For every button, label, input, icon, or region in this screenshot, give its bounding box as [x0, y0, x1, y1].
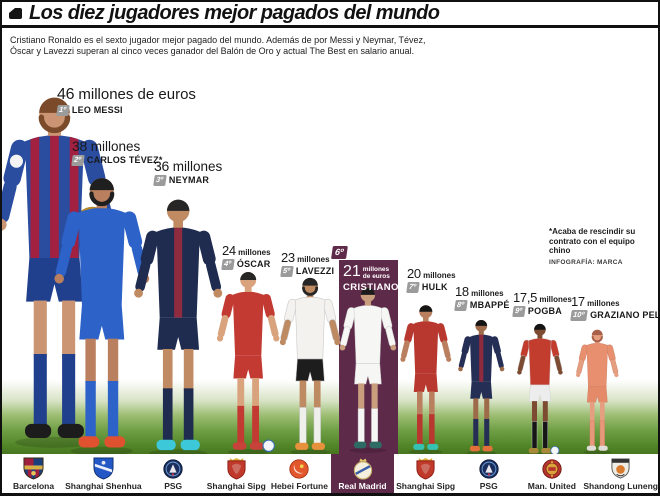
salary-value: 46 millones de euros: [57, 86, 196, 103]
rank-badge: 8º: [454, 300, 468, 311]
rank-badge: 7º: [406, 282, 420, 293]
realmadrid-crest-icon: [352, 456, 374, 480]
club-name: PSG: [479, 481, 498, 491]
salary-value: 38 millones: [72, 138, 141, 154]
club-name: Shanghai Shenhua: [65, 481, 142, 491]
player-name: LEO MESSI: [71, 105, 123, 116]
player-figure-tevez: [50, 172, 154, 457]
subtitle: Cristiano Ronaldo es el sexto jugador me…: [10, 35, 426, 56]
club-name: Shanghai Sipg: [396, 481, 456, 491]
club-name: PSG: [164, 481, 183, 491]
club-name: Barcelona: [13, 481, 55, 491]
salary-label-pogba: 17,5 millones 9º POGBA: [512, 290, 572, 317]
luneng-crest-icon: [610, 456, 631, 480]
infographic-credit: INFOGRAFÍA: MARCA: [549, 258, 623, 266]
psg-crest-icon: [478, 456, 500, 480]
club-name: Shandong Luneng: [583, 481, 658, 491]
player-name: MBAPPÉ: [469, 300, 510, 311]
header: Los diez jugadores mejor pagados del mun…: [2, 2, 658, 28]
rank-badge: 9º: [512, 306, 526, 317]
club-name: Real Madrid: [338, 481, 387, 491]
club-cell-shandong-luneng: Shandong Luneng: [583, 454, 658, 493]
salary-label-mbappe: 18 millones 8º MBAPPÉ: [454, 284, 510, 311]
player-figure-pogba: [515, 321, 565, 458]
salary-value: 23 millones: [281, 250, 330, 265]
player-name: HULK: [421, 282, 448, 293]
player-name-cristiano: CRISTIANO: [343, 282, 399, 293]
salary-value: 17 millones: [571, 294, 620, 309]
barcelona-crest-icon: [23, 456, 44, 480]
club-cell-shanghai-shenhua: Shanghai Shenhua: [65, 454, 142, 493]
footnote: *Acaba de rescindir su contrato con el e…: [549, 227, 657, 266]
club-name: Hebei Fortune: [270, 481, 328, 491]
club-cell-shanghai-sipg: Shanghai Sipg: [394, 454, 457, 493]
club-cell-barcelona: Barcelona: [2, 454, 65, 493]
player-figure-hulk: [398, 302, 454, 455]
club-cell-hebei-fortune: Hebei Fortune: [268, 454, 331, 493]
shenhua-crest-icon: [93, 456, 114, 480]
marca-bullet-icon: [9, 8, 22, 19]
player-name: POGBA: [527, 306, 562, 317]
salary-label-neymar: 36 millones 3º NEYMAR: [153, 158, 223, 186]
rank-badge: 4º: [221, 259, 235, 270]
footnote-text: *Acaba de rescindir su contrato con el e…: [549, 227, 636, 255]
sipg-crest-icon: [415, 456, 436, 480]
player-name: ÓSCAR: [236, 259, 271, 270]
club-band: Barcelona Shanghai Shenhua PSG Shanghai Sip…: [2, 454, 658, 493]
salary-value: 20 millones: [407, 266, 456, 281]
player-name: GRAZIANO PELLÈ: [590, 310, 660, 321]
club-cell-shanghai-sipg: Shanghai Sipg: [205, 454, 268, 493]
salary-label-messi: 46 millones de euros 1º LEO MESSI: [56, 86, 196, 116]
salary-label-oscar: 24 millones 4º ÓSCAR: [221, 243, 271, 270]
cristiano-salary-label: 6º 21 millones de euros CRISTIANO: [331, 246, 399, 293]
club-name: Man. United: [527, 481, 576, 491]
hebei-crest-icon: [288, 456, 310, 480]
salary-value: 18 millones: [455, 284, 504, 299]
salary-value: 36 millones: [154, 158, 223, 174]
rank-badge: 2º: [71, 155, 85, 166]
player-figure-oscar: [214, 268, 282, 456]
player-figure-mbappe: [456, 317, 507, 456]
salary-value: 21 millones de euros: [343, 263, 390, 281]
player-name: NEYMAR: [168, 175, 210, 186]
rank-badge: 3º: [153, 175, 167, 186]
club-cell-psg: PSG: [457, 454, 520, 493]
rank-badge: 5º: [280, 266, 294, 277]
rank-badge: 1º: [56, 105, 70, 116]
player-figure-pelle: [574, 327, 621, 455]
manutd-crest-icon: [541, 456, 563, 480]
sipg-crest-icon: [226, 456, 247, 480]
club-cell-psg: PSG: [142, 454, 205, 493]
salary-value: 24 millones: [222, 243, 271, 258]
rank-badge: 10º: [570, 310, 588, 321]
page-title: Los diez jugadores mejor pagados del mun…: [29, 2, 440, 24]
club-cell-real-madrid: Real Madrid: [330, 454, 395, 493]
psg-crest-icon: [162, 456, 184, 480]
player-name: CARLOS TÉVEZ*: [86, 155, 163, 166]
player-figure-neymar: [130, 194, 226, 459]
player-name: LAVEZZI: [295, 266, 335, 277]
club-cell-man-united: Man. United: [520, 454, 583, 493]
club-name: Shanghai Sipg: [206, 481, 266, 491]
salary-label-tevez: 38 millones 2º CARLOS TÉVEZ*: [71, 138, 163, 166]
player-figure-lavezzi: [277, 274, 343, 456]
salary-label-lavezzi: 23 millones 5º LAVEZZI: [280, 250, 335, 277]
rank-badge-cristiano: 6º: [331, 246, 349, 259]
salary-value: 17,5 millones: [513, 290, 572, 305]
salary-label-hulk: 20 millones 7º HULK: [406, 266, 456, 293]
player-figure-cristiano: [337, 284, 399, 454]
